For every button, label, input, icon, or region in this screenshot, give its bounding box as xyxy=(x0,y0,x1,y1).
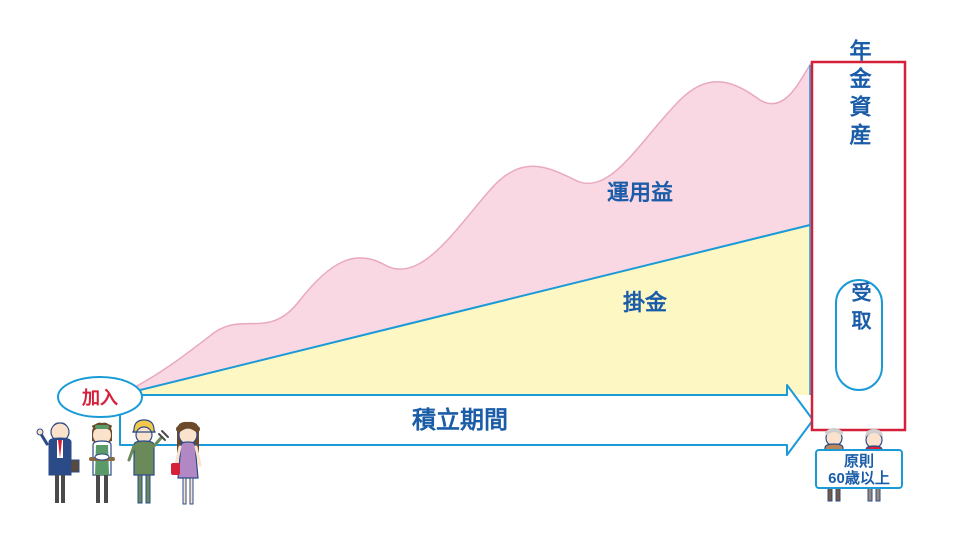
period-label: 積立期間 xyxy=(412,406,508,434)
age-rule-line2: 60歳以上 xyxy=(828,469,890,487)
person-construction-icon xyxy=(129,420,168,503)
elderly-couple-group: 原則 60歳以上 xyxy=(816,429,902,501)
receive-label: 受取 xyxy=(848,281,871,338)
contribution-label: 掛金 xyxy=(623,290,668,315)
gain-label: 運用益 xyxy=(607,180,673,205)
person-businessman-icon xyxy=(37,422,79,503)
assets-label: 年金資産 xyxy=(847,38,873,151)
person-apron-icon xyxy=(89,423,115,503)
assets-label-group: 年金資産 xyxy=(847,38,873,151)
age-rule-line1: 原則 xyxy=(844,453,874,470)
join-label: 加入 xyxy=(81,388,118,408)
